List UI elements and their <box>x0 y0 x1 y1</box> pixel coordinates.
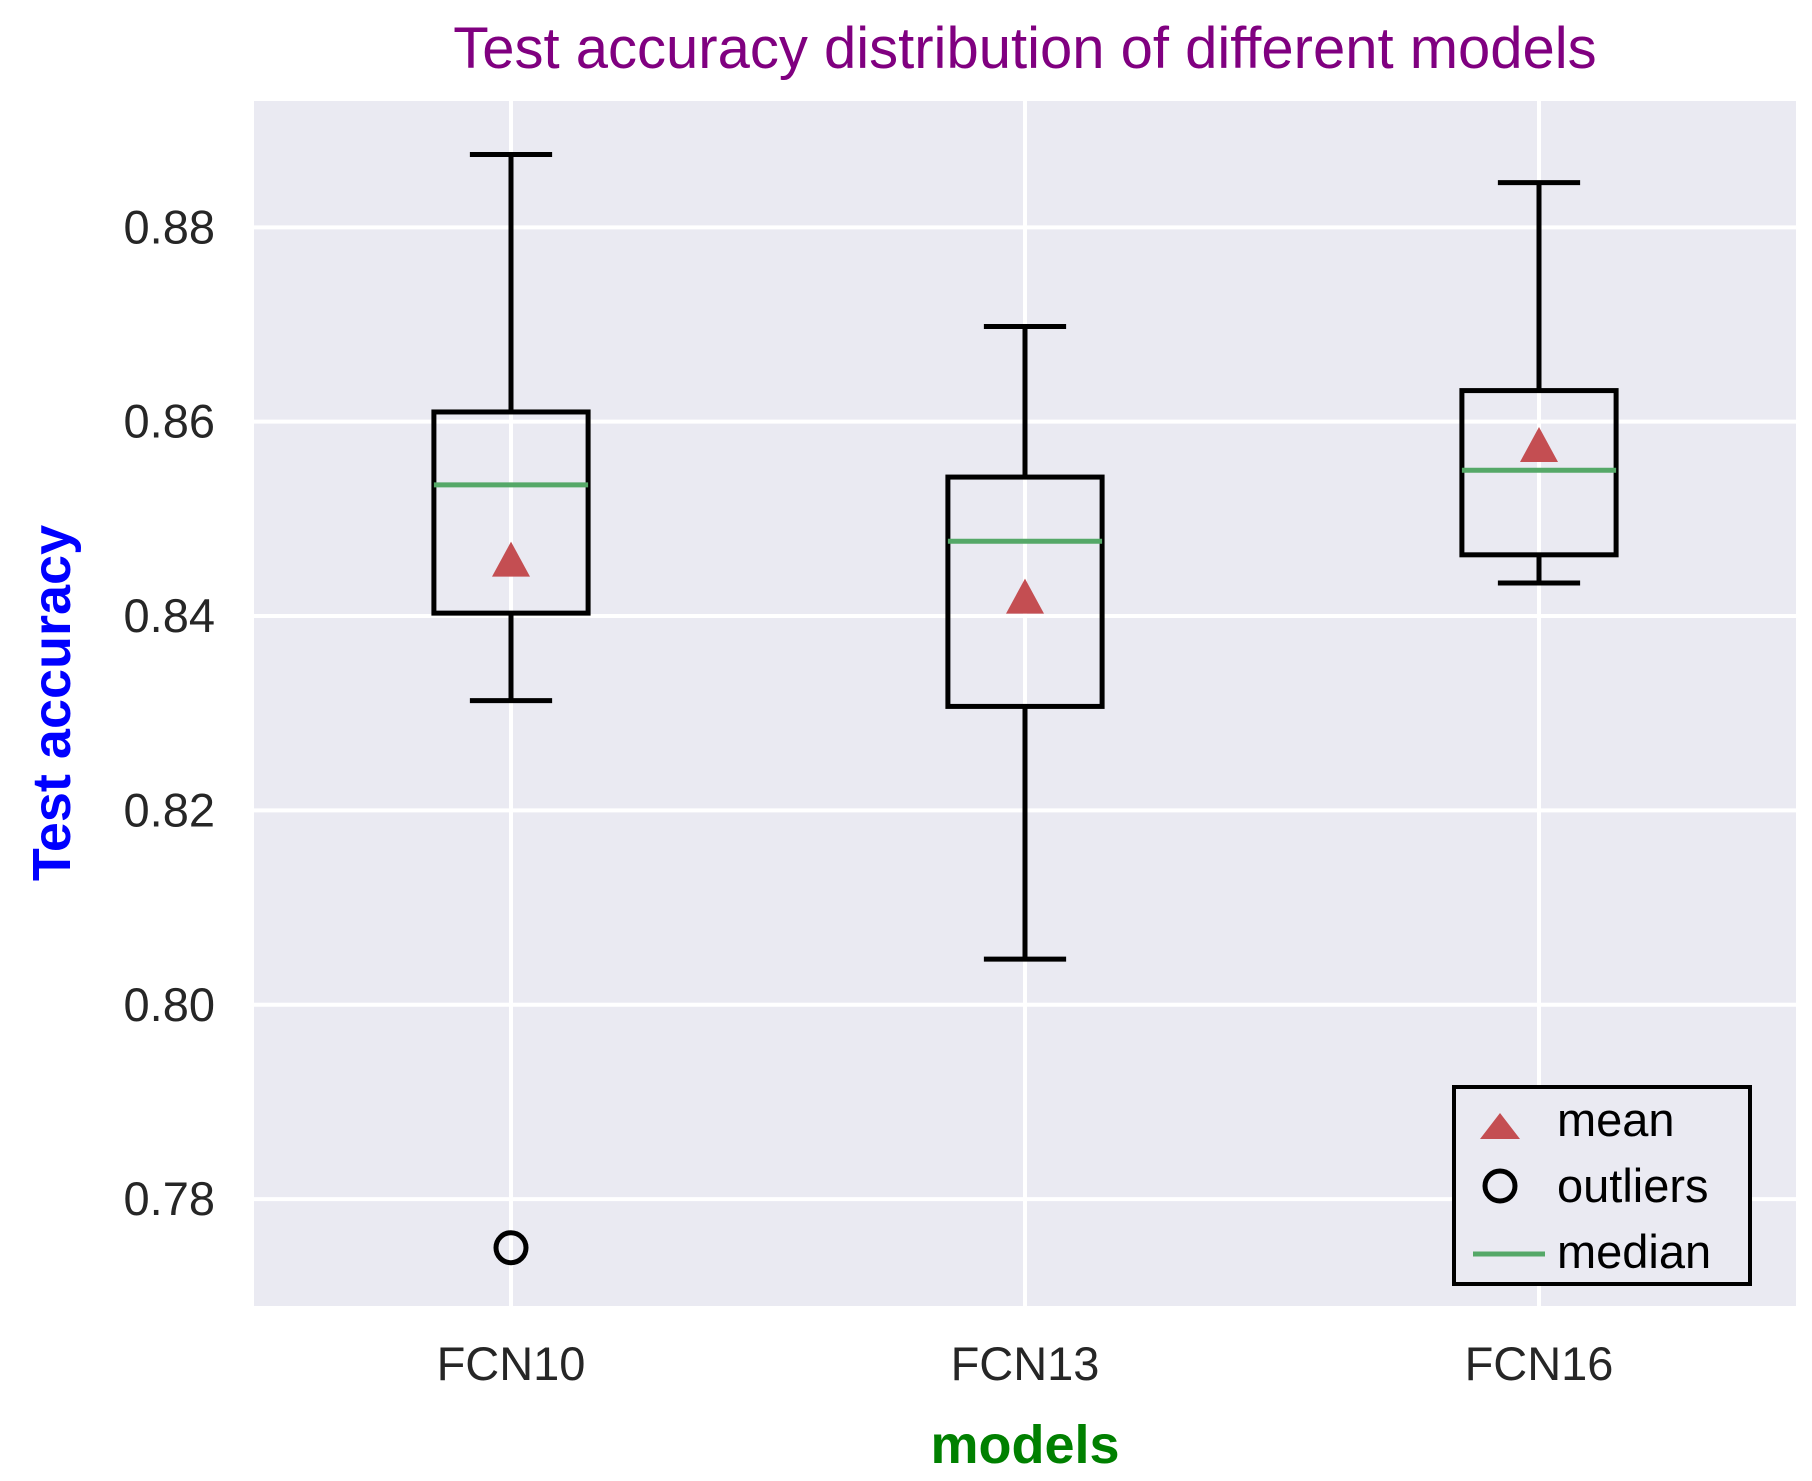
mean-marker <box>1520 427 1558 463</box>
x-tick-label: FCN16 <box>1465 1337 1614 1390</box>
y-tick-label: 0.78 <box>124 1172 215 1225</box>
legend-median-label: median <box>1557 1225 1711 1278</box>
legend-outlier-marker <box>1482 1168 1518 1204</box>
y-tick-labels: 0.78 0.80 0.82 0.84 0.86 0.88 <box>124 200 215 1225</box>
box-iqr <box>431 409 591 616</box>
x-tick-label: FCN13 <box>951 1337 1100 1390</box>
legend-mean-label: mean <box>1557 1093 1675 1146</box>
chart-title: Test accuracy distribution of different … <box>453 16 1596 81</box>
y-tick-label: 0.86 <box>124 395 215 448</box>
boxes-group <box>431 151 1619 1266</box>
y-tick-label: 0.88 <box>124 200 215 253</box>
box-fcn10 <box>431 151 591 1266</box>
legend-mean-marker <box>1480 1113 1520 1139</box>
y-tick-label: 0.82 <box>124 783 215 836</box>
x-axis-label: models <box>930 1415 1119 1475</box>
legend-outliers-label: outliers <box>1557 1159 1709 1212</box>
x-tick-label: FCN10 <box>437 1337 586 1390</box>
y-axis-label: Test accuracy <box>22 525 82 881</box>
mean-marker <box>1006 578 1044 614</box>
outlier-point <box>493 1230 529 1266</box>
legend: mean outliers median <box>1452 1085 1752 1286</box>
box-fcn13 <box>945 323 1105 962</box>
y-tick-label: 0.80 <box>124 978 215 1031</box>
x-tick-labels: FCN10 FCN13 FCN16 <box>437 1337 1614 1390</box>
box-iqr <box>945 474 1105 709</box>
mean-marker <box>492 541 530 577</box>
box-fcn16 <box>1459 180 1619 586</box>
y-tick-label: 0.84 <box>124 589 215 642</box>
